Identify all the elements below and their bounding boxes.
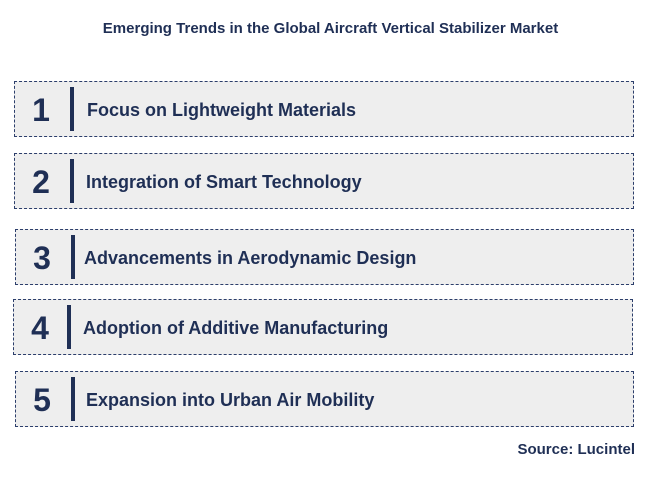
trend-divider — [70, 87, 74, 131]
trend-number: 4 — [31, 310, 49, 346]
trend-divider — [71, 377, 75, 421]
trend-item-2: 2 Integration of Smart Technology — [14, 153, 634, 209]
source-credit: Source: Lucintel — [517, 441, 635, 458]
trend-divider — [70, 159, 74, 203]
trend-label: Integration of Smart Technology — [86, 172, 362, 192]
trend-item-1: 1 Focus on Lightweight Materials — [14, 81, 634, 137]
trend-divider — [67, 305, 71, 349]
trend-number: 1 — [32, 92, 50, 128]
trend-label: Focus on Lightweight Materials — [87, 100, 357, 120]
trend-number: 2 — [32, 164, 50, 200]
trend-label: Expansion into Urban Air Mobility — [86, 390, 375, 410]
trend-number: 5 — [33, 382, 51, 418]
trend-item-3: 3 Advancements in Aerodynamic Design — [15, 229, 634, 285]
trend-item-5: 5 Expansion into Urban Air Mobility — [15, 371, 634, 427]
trend-label: Advancements in Aerodynamic Design — [84, 248, 417, 268]
trend-label: Adoption of Additive Manufacturing — [83, 318, 389, 338]
trend-divider — [71, 235, 75, 279]
diagram-title: Emerging Trends in the Global Aircraft V… — [102, 20, 559, 37]
trend-item-4: 4 Adoption of Additive Manufacturing — [13, 299, 633, 355]
trend-number: 3 — [33, 240, 51, 276]
